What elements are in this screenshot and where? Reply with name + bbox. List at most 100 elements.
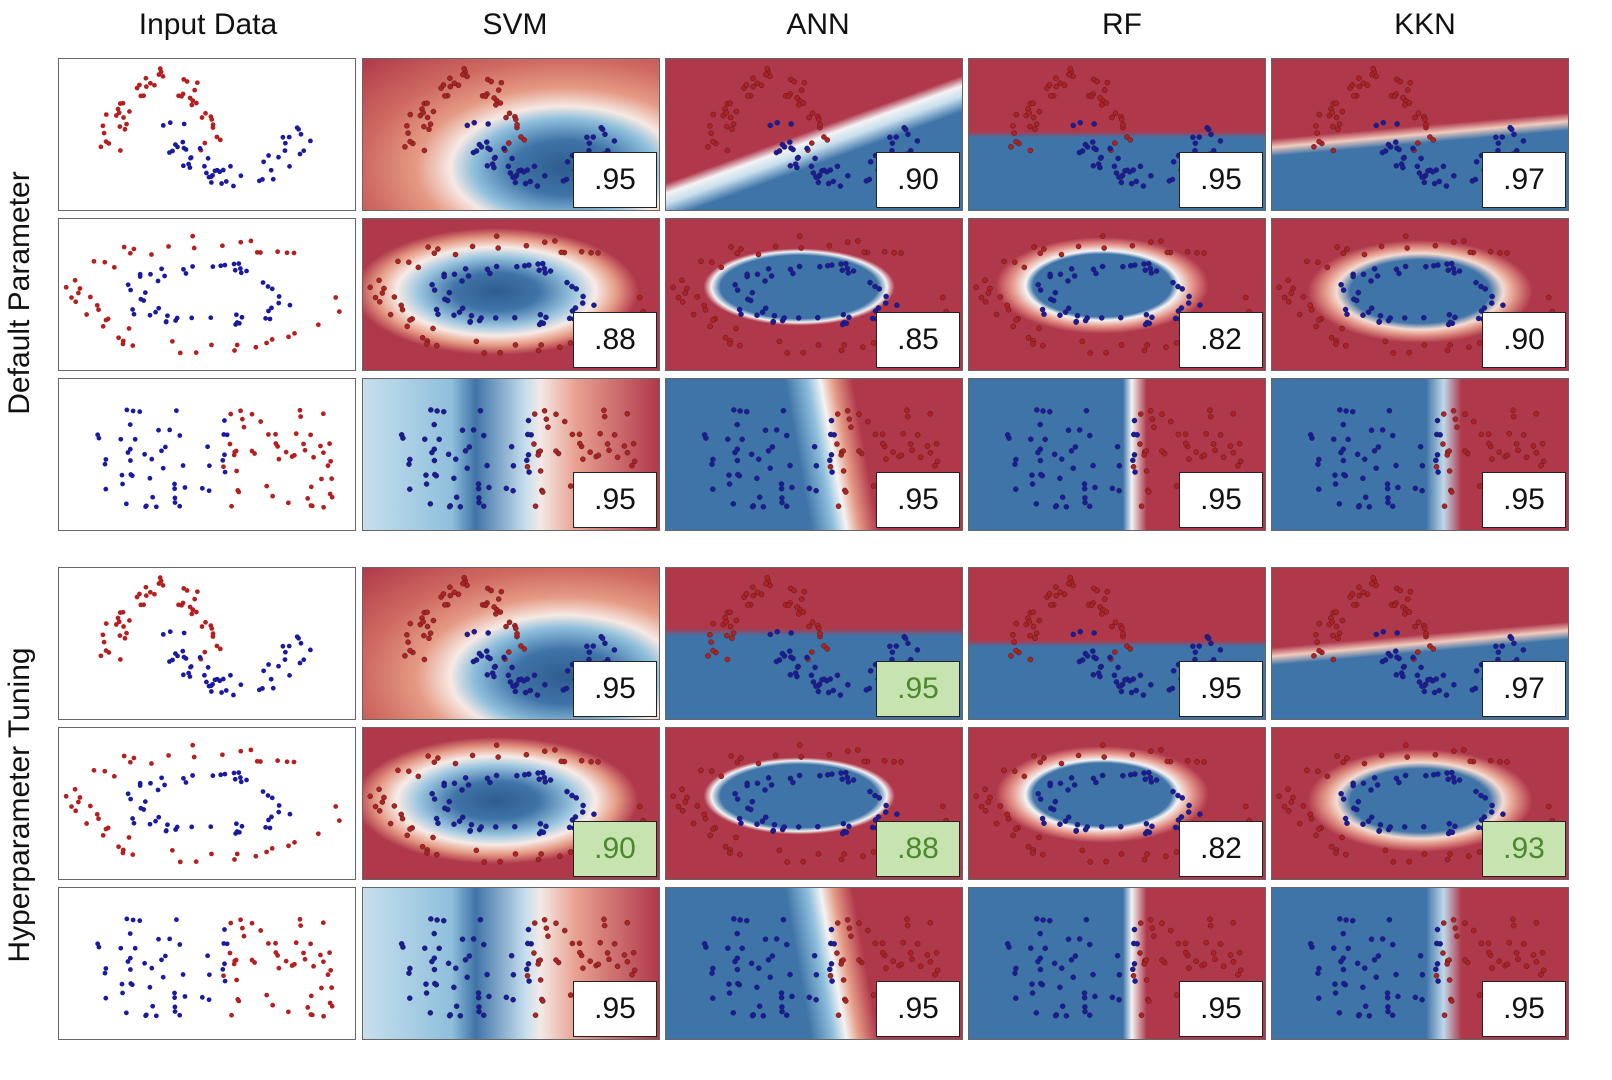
data-point-blue: [1089, 139, 1096, 145]
data-point-blue: [525, 452, 532, 458]
data-point-red: [1446, 468, 1453, 474]
data-point-red: [228, 920, 234, 926]
data-point-red: [1021, 264, 1028, 271]
data-point-blue: [1084, 824, 1090, 830]
data-point-blue: [1340, 287, 1347, 293]
data-point-red: [435, 755, 441, 761]
data-point-blue: [197, 146, 203, 151]
data-point-blue: [1368, 305, 1375, 311]
data-point-red: [934, 458, 941, 465]
data-point-blue: [1133, 178, 1140, 185]
accuracy-score-ann: .85: [876, 312, 960, 368]
data-point-blue: [762, 936, 769, 942]
data-point-red: [1324, 773, 1331, 780]
data-point-blue: [1140, 692, 1147, 698]
data-point-red: [1360, 80, 1367, 87]
data-point-red: [724, 656, 731, 663]
data-point-red: [827, 972, 834, 979]
data-point-red: [315, 831, 321, 837]
data-point-red: [376, 808, 383, 814]
data-point-blue: [734, 966, 741, 973]
data-point-blue: [1107, 145, 1113, 152]
data-point-blue: [1434, 452, 1441, 458]
data-point-red: [733, 834, 739, 841]
data-point-blue: [287, 673, 292, 678]
data-point-red: [698, 258, 704, 265]
data-point-red: [796, 102, 802, 108]
data-point-red: [1182, 940, 1189, 947]
decision-boundary-panel-rf: .82: [968, 218, 1266, 371]
data-point-red: [192, 87, 198, 93]
data-point-blue: [445, 451, 452, 458]
data-point-red: [118, 148, 123, 153]
data-point-red: [1415, 619, 1422, 626]
data-point-blue: [839, 776, 845, 782]
data-point-red: [1336, 630, 1343, 636]
data-point-blue: [1341, 980, 1347, 987]
data-point-red: [1349, 591, 1356, 597]
data-point-blue: [180, 463, 186, 468]
data-point-blue: [1186, 293, 1192, 300]
data-point-red: [1066, 71, 1072, 78]
data-point-blue: [1090, 462, 1096, 469]
data-point-red: [1151, 424, 1157, 430]
data-point-red: [1485, 431, 1492, 438]
data-point-blue: [459, 814, 466, 820]
data-point-blue: [734, 796, 741, 802]
data-point-blue: [165, 313, 170, 319]
data-point-blue: [459, 787, 465, 793]
data-point-blue: [231, 770, 237, 776]
data-point-blue: [1414, 163, 1421, 170]
data-point-blue: [457, 504, 464, 510]
data-point-blue: [132, 436, 138, 442]
accuracy-score-svm: .90: [573, 821, 657, 877]
data-point-blue: [1153, 268, 1160, 274]
data-point-red: [1143, 468, 1150, 474]
data-point-red: [481, 350, 488, 356]
data-point-blue: [1446, 820, 1453, 827]
data-point-red: [1036, 617, 1043, 624]
data-point-red: [127, 618, 132, 623]
data-point-blue: [1034, 407, 1040, 413]
data-point-red: [488, 587, 494, 594]
data-point-red: [993, 820, 1000, 827]
data-point-red: [1158, 238, 1164, 244]
data-point-red: [291, 250, 297, 256]
data-point-blue: [1423, 772, 1429, 779]
data-point-blue: [298, 640, 304, 646]
accuracy-score-ann: .90: [876, 152, 960, 208]
data-point-blue: [756, 1003, 763, 1009]
data-point-blue: [119, 472, 125, 478]
data-point-blue: [1368, 814, 1375, 820]
data-point-red: [1382, 847, 1389, 854]
data-point-blue: [423, 472, 429, 478]
data-point-red: [1001, 258, 1007, 265]
scatter-plot: [670, 233, 950, 356]
data-point-red: [122, 126, 128, 132]
data-point-blue: [465, 273, 472, 279]
data-point-blue: [779, 1008, 785, 1015]
data-point-blue: [520, 678, 527, 684]
data-point-red: [415, 773, 422, 780]
data-point-red: [1101, 754, 1107, 760]
data-point-red: [321, 1013, 326, 1019]
data-point-red: [124, 630, 129, 636]
data-point-blue: [1057, 984, 1063, 991]
data-point-red: [1533, 449, 1540, 456]
data-point-blue: [485, 630, 491, 636]
data-point-blue: [1332, 472, 1338, 478]
data-point-blue: [1063, 504, 1070, 510]
data-point-red: [523, 751, 530, 758]
data-point-red: [308, 432, 313, 438]
data-point-blue: [1073, 319, 1079, 325]
data-point-red: [1440, 950, 1446, 956]
data-point-blue: [1444, 770, 1450, 776]
data-point-red: [1011, 639, 1017, 645]
data-point-blue: [431, 966, 438, 973]
data-point-red: [1452, 925, 1459, 931]
data-point-red: [1137, 441, 1143, 447]
data-point-red: [1462, 411, 1468, 417]
data-point-blue: [1482, 795, 1489, 801]
data-point-red: [834, 950, 840, 956]
data-point-blue: [1377, 821, 1384, 828]
